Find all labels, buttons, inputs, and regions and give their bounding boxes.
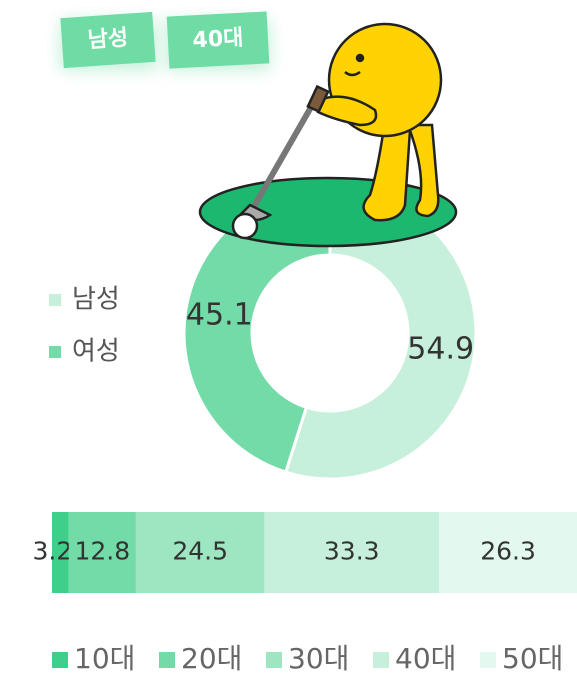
legend-label: 50대 (502, 642, 563, 674)
badge-text: 40대 (192, 26, 244, 54)
badge: 40대 (167, 11, 270, 68)
legend-label: 30대 (288, 642, 349, 674)
legend-swatch (266, 652, 282, 668)
legend-label: 남성 (72, 285, 120, 315)
badge-text: 남성 (87, 26, 129, 54)
data-label: 24.5 (172, 537, 228, 566)
legend-swatch (49, 294, 61, 306)
ball (233, 214, 257, 238)
data-label: 12.8 (75, 537, 131, 566)
badges: 남성 40대 (60, 11, 270, 70)
legend-label: 40대 (395, 642, 456, 674)
legend-swatch (159, 652, 175, 668)
data-label: 45.1 (186, 297, 253, 332)
legend-swatch (49, 346, 61, 358)
legend-swatch (373, 652, 389, 668)
eye (357, 55, 363, 61)
legend-label: 10대 (74, 642, 135, 674)
legend-swatch (52, 652, 68, 668)
data-label: 3.2 (33, 537, 73, 566)
data-label: 26.3 (480, 537, 536, 566)
infographic: 남성 40대 54.9 45.1 남성여성 3.2 10대 12.8 20대 24.5 30대… (0, 0, 577, 674)
legend-label: 20대 (181, 642, 242, 674)
data-label: 54.9 (407, 332, 474, 367)
legend-label: 여성 (72, 337, 120, 367)
data-label: 33.3 (324, 537, 380, 566)
legend-swatch (480, 652, 496, 668)
badge: 남성 (60, 12, 155, 68)
